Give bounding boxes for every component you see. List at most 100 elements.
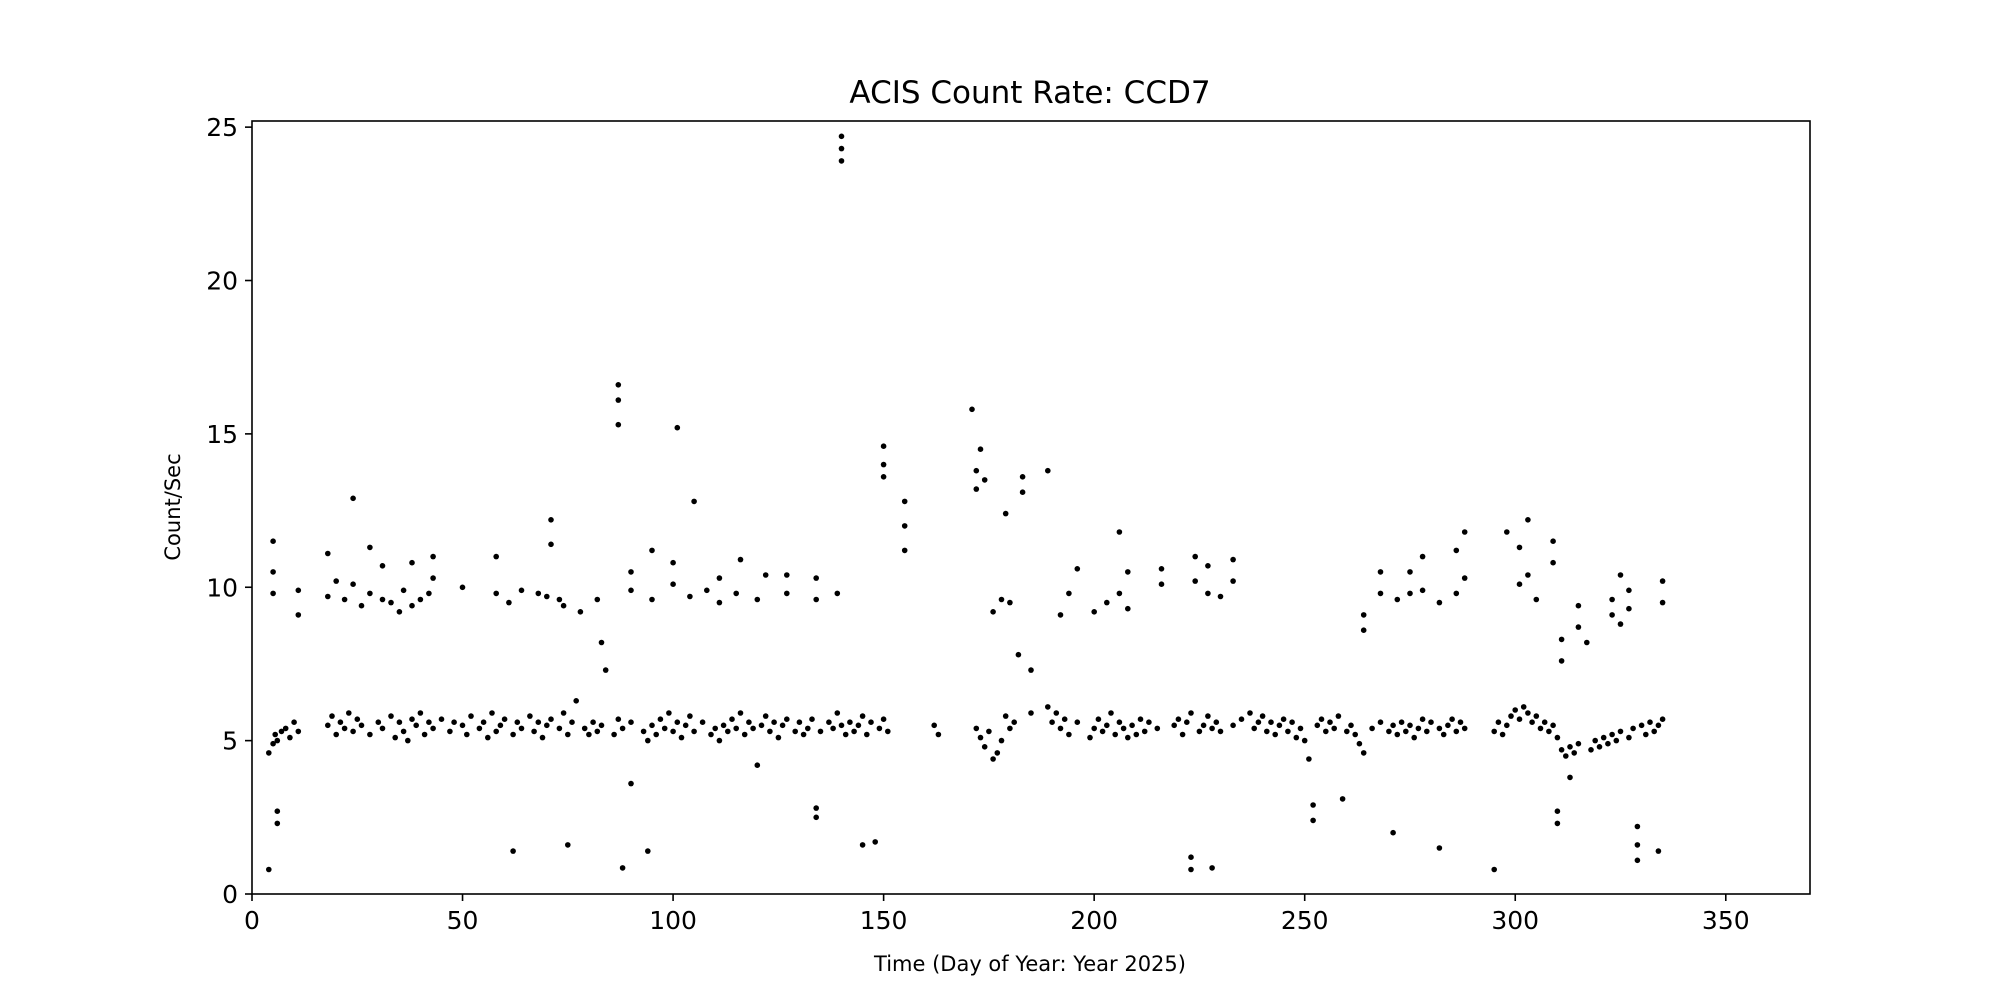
data-point-baseline-81	[699, 719, 706, 725]
data-point-baseline-118	[876, 725, 883, 732]
data-point-elevated-24	[430, 553, 436, 560]
data-point-baseline-83	[712, 725, 718, 732]
data-point-low-12	[838, 158, 845, 164]
data-point-elevated-31	[544, 593, 550, 600]
data-point-baseline-205	[1415, 725, 1422, 732]
data-point-low-15	[1188, 854, 1194, 860]
data-point-elevated-99	[1217, 593, 1224, 600]
data-point-baseline-101	[792, 728, 798, 735]
data-point-elevated-102	[1360, 627, 1367, 633]
data-point-baseline-125	[981, 744, 988, 750]
data-point-baseline-244	[1617, 728, 1624, 735]
data-point-elevated-101	[1230, 556, 1236, 563]
data-point-baseline-103	[800, 731, 807, 738]
data-point-baseline-13	[341, 725, 348, 732]
data-point-elevated-109	[1419, 587, 1426, 594]
chart-title: ACIS Count Rate: CCD7	[849, 75, 1210, 111]
data-point-baseline-25	[405, 737, 411, 744]
data-point-low-17	[1209, 865, 1215, 871]
data-point-elevated-129	[1609, 612, 1615, 618]
data-point-baseline-24	[400, 728, 407, 735]
data-point-elevated-0	[270, 590, 276, 597]
data-point-elevated-80	[1019, 474, 1026, 480]
data-point-baseline-75	[670, 728, 676, 735]
data-point-elevated-54	[716, 575, 723, 581]
data-point-baseline-236	[1575, 740, 1582, 747]
data-point-baseline-141	[1087, 734, 1093, 741]
data-point-baseline-97	[771, 719, 777, 725]
data-point-elevated-58	[762, 572, 769, 578]
data-point-elevated-26	[493, 590, 500, 597]
data-point-baseline-243	[1613, 737, 1620, 744]
data-point-baseline-2	[272, 731, 279, 738]
data-point-elevated-119	[1525, 572, 1531, 578]
data-point-baseline-29	[421, 731, 428, 738]
data-point-elevated-130	[1609, 596, 1615, 603]
data-point-elevated-42	[615, 421, 622, 428]
data-point-elevated-123	[1550, 538, 1556, 544]
data-point-low-25	[1554, 820, 1561, 827]
data-point-baseline-249	[1647, 719, 1653, 725]
data-point-elevated-29	[518, 587, 525, 594]
data-point-elevated-61	[813, 596, 819, 603]
data-point-baseline-186	[1318, 716, 1325, 722]
data-point-baseline-15	[350, 728, 356, 735]
data-point-baseline-248	[1643, 731, 1649, 738]
data-point-elevated-86	[1074, 566, 1081, 572]
data-point-baseline-76	[674, 719, 681, 725]
data-point-baseline-174	[1264, 728, 1270, 735]
data-point-elevated-40	[615, 397, 622, 403]
x-tick-label-5: 250	[1281, 906, 1329, 935]
data-point-baseline-122	[935, 731, 942, 738]
data-point-elevated-121	[1533, 596, 1540, 603]
data-point-elevated-30	[535, 590, 542, 597]
data-point-baseline-4	[278, 728, 285, 735]
data-point-elevated-107	[1407, 590, 1413, 597]
data-point-baseline-209	[1436, 725, 1443, 732]
data-point-elevated-53	[716, 599, 723, 606]
data-point-baseline-33	[447, 728, 453, 735]
data-point-low-0	[266, 866, 272, 873]
data-point-baseline-62	[594, 728, 601, 735]
data-point-baseline-95	[762, 713, 769, 719]
data-point-baseline-89	[737, 710, 744, 716]
data-point-baseline-182	[1297, 725, 1304, 732]
data-point-baseline-123	[973, 725, 980, 732]
data-point-baseline-148	[1116, 719, 1123, 725]
x-tick-label-2: 100	[649, 906, 697, 935]
data-point-low-16	[1188, 866, 1194, 873]
data-point-elevated-84	[1057, 612, 1064, 618]
data-point-elevated-98	[1205, 563, 1211, 569]
data-point-elevated-126	[1575, 624, 1582, 630]
data-point-baseline-16	[354, 716, 361, 722]
data-point-low-14	[872, 839, 878, 845]
data-point-low-13	[859, 842, 866, 848]
data-point-baseline-1	[270, 740, 276, 747]
data-point-baseline-77	[678, 734, 685, 741]
data-point-baseline-175	[1268, 719, 1274, 725]
data-point-baseline-82	[708, 731, 714, 738]
data-point-baseline-60	[586, 731, 592, 738]
data-point-baseline-169	[1238, 716, 1245, 722]
data-point-baseline-68	[640, 728, 647, 735]
data-point-baseline-161	[1188, 710, 1194, 716]
data-point-baseline-34	[451, 719, 457, 725]
data-point-baseline-157	[1171, 722, 1177, 729]
data-point-low-18	[1310, 802, 1316, 808]
data-point-elevated-77	[1002, 510, 1009, 517]
data-point-baseline-120	[885, 728, 891, 735]
data-point-baseline-26	[409, 716, 415, 722]
data-point-low-28	[1634, 842, 1641, 848]
data-point-elevated-93	[1158, 581, 1165, 587]
data-point-elevated-122	[1550, 559, 1556, 566]
plot-frame	[251, 120, 1811, 895]
data-point-baseline-86	[725, 728, 731, 735]
data-point-elevated-117	[1516, 581, 1523, 587]
data-point-baseline-84	[716, 737, 723, 744]
data-point-baseline-98	[775, 734, 782, 741]
data-point-elevated-133	[1626, 605, 1632, 612]
data-point-elevated-35	[560, 602, 567, 609]
data-point-baseline-117	[868, 719, 874, 725]
data-point-elevated-13	[367, 544, 373, 551]
data-point-elevated-44	[628, 569, 634, 575]
